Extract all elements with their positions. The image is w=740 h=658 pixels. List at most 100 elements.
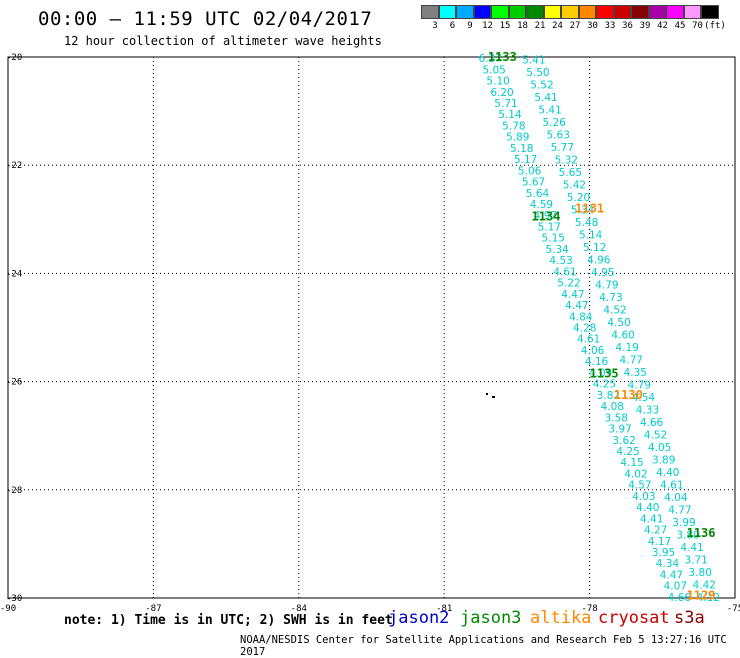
swh-value-track-1134: 5.14 xyxy=(579,230,603,242)
swh-value-track-1134: 5.48 xyxy=(575,217,598,229)
swh-value-track-1134: 5.32 xyxy=(555,155,578,167)
swh-value-track-1133: 6.20 xyxy=(490,87,513,99)
footer-credit: NOAA/NESDIS Center for Satellite Applica… xyxy=(240,634,727,658)
color-swatch-18 xyxy=(508,5,526,19)
swh-value-track-1133: 4.27 xyxy=(644,525,667,537)
color-swatch-36 xyxy=(613,5,631,19)
color-swatch-70 xyxy=(683,5,701,19)
land-marker xyxy=(486,393,488,395)
swh-value-track-1134: 4.79 xyxy=(628,380,651,392)
swh-value-track-1134: 4.60 xyxy=(611,330,634,342)
swh-value-track-1133: 3.95 xyxy=(652,547,675,559)
pass-label: 1136 xyxy=(687,526,716,540)
color-scale-label: 42 xyxy=(657,21,668,31)
swh-value-track-1133: 4.16 xyxy=(585,356,609,368)
swh-value-track-1133: 4.40 xyxy=(636,502,659,514)
swh-value-track-1133: 4.25 xyxy=(593,379,616,391)
swh-value-track-1133: 4.61 xyxy=(577,334,600,346)
swh-value-track-1134: 5.42 xyxy=(563,180,586,192)
swh-value-track-1134: 4.77 xyxy=(620,355,643,367)
swh-value-track-1133: 4.07 xyxy=(664,581,687,593)
swh-value-track-1134: 4.50 xyxy=(607,317,630,329)
color-scale-label: 30 xyxy=(587,21,598,31)
swh-value-track-1133: 6.37 xyxy=(479,53,502,65)
color-swatch-12 xyxy=(473,5,491,19)
swh-value-track-1133: 5.14 xyxy=(498,109,522,121)
swh-value-track-1133: 4.17 xyxy=(648,536,671,548)
color-swatch-15 xyxy=(491,5,509,19)
swh-value-track-1134: 4.12 xyxy=(697,592,720,604)
swh-value-track-1133: 4.61 xyxy=(553,266,576,278)
swh-value-track-1134: 4.41 xyxy=(680,542,703,554)
swh-value-track-1134: 4.04 xyxy=(664,492,688,504)
color-scale-label: 9 xyxy=(467,21,473,31)
pass-label: 1129 xyxy=(687,588,716,602)
color-scale-label: 15 xyxy=(499,21,511,31)
swh-value-track-1134: 4.95 xyxy=(591,267,614,279)
swh-value-track-1134: 4.77 xyxy=(668,504,691,516)
longitude-tick-label: -81 xyxy=(436,604,452,614)
land-marker xyxy=(492,396,495,398)
swh-value-track-1134: 4.19 xyxy=(615,342,638,354)
swh-value-track-1133: 3.82 xyxy=(597,390,620,402)
swh-value-track-1133: 4.09 xyxy=(589,367,612,379)
color-scale-labels: 3 6 9 12 15 18 21 24 27 30 33 36 39 42 45 70 (ft) xyxy=(421,21,740,33)
color-swatch-ft xyxy=(701,5,719,19)
swh-value-track-1134: 4.79 xyxy=(595,280,618,292)
swh-value-track-1133: 5.05 xyxy=(482,64,505,76)
legend-jason2: jason2 xyxy=(388,608,450,628)
color-swatch-27 xyxy=(561,5,579,19)
color-scale-label: 6 xyxy=(449,21,456,31)
color-scale-label: 21 xyxy=(534,21,546,31)
swh-value-track-1134: 3.99 xyxy=(672,517,695,529)
swh-value-track-1134: 5.77 xyxy=(551,142,574,154)
pass-label: 1133 xyxy=(488,50,517,64)
swh-value-track-1134: 3.80 xyxy=(689,567,712,579)
swh-value-track-1133: 5.18 xyxy=(510,143,533,155)
swh-value-track-1133: 5.71 xyxy=(494,98,517,110)
color-scale-label: 45 xyxy=(674,21,686,31)
color-scale-label: 3 xyxy=(432,21,438,31)
color-scale-label: 27 xyxy=(569,21,581,31)
swh-value-track-1134: 5.50 xyxy=(526,67,549,79)
swh-value-track-1133: 5.64 xyxy=(526,188,550,200)
swh-value-track-1134: 4.52 xyxy=(603,305,626,317)
swh-value-track-1133: 4.47 xyxy=(561,289,584,301)
swh-value-track-1133: 3.58 xyxy=(605,412,628,424)
swh-value-track-1133: 4.59 xyxy=(530,199,553,211)
map-frame xyxy=(7,56,736,599)
color-swatch-6 xyxy=(438,5,456,19)
swh-value-track-1134: 4.40 xyxy=(656,467,679,479)
swh-value-track-1134: 5.26 xyxy=(542,117,566,129)
units-note: note: 1) Time is in UTC; 2) SWH is in fe… xyxy=(64,613,393,628)
swh-value-track-1134: 4.73 xyxy=(599,292,622,304)
color-scale-label: 24 xyxy=(552,21,563,31)
longitude-tick-label: -90 xyxy=(0,604,16,614)
swh-value-track-1133: 4.08 xyxy=(601,401,624,413)
swh-value-track-1134: 4.66 xyxy=(640,417,664,429)
swh-value-track-1134: 4.35 xyxy=(624,367,647,379)
swh-value-track-1133: 4.66 xyxy=(668,592,692,604)
color-scale-label: 70 xyxy=(692,21,703,31)
latitude-tick-label: -30 xyxy=(6,594,22,604)
legend-s3a: s3a xyxy=(674,608,705,628)
map-title: 00:00 – 11:59 UTC 02/04/2017 xyxy=(38,8,373,30)
legend-jason3: jason3 xyxy=(460,608,522,628)
color-swatch-33 xyxy=(596,5,614,19)
swh-value-track-1134: 5.34 xyxy=(571,205,595,217)
color-swatch-9 xyxy=(456,5,474,19)
swh-value-track-1134: 4.33 xyxy=(636,405,659,417)
swh-value-track-1134: 4.05 xyxy=(648,442,671,454)
swh-value-track-1133: 5.06 xyxy=(518,165,542,177)
map-subtitle: 12 hour collection of altimeter wave hei… xyxy=(64,34,382,48)
color-swatch-39 xyxy=(631,5,649,19)
color-swatch-24 xyxy=(543,5,561,19)
color-scale-label: 36 xyxy=(622,21,633,31)
swh-value-track-1133: 4.97 xyxy=(534,210,557,222)
color-swatch-21 xyxy=(526,5,544,19)
swh-value-track-1134: 4.52 xyxy=(644,430,667,442)
swh-value-track-1133: 4.47 xyxy=(565,300,588,312)
swh-value-track-1133: 5.34 xyxy=(545,244,569,256)
swh-value-track-1134: 5.12 xyxy=(583,242,606,254)
color-swatch-30 xyxy=(578,5,596,19)
